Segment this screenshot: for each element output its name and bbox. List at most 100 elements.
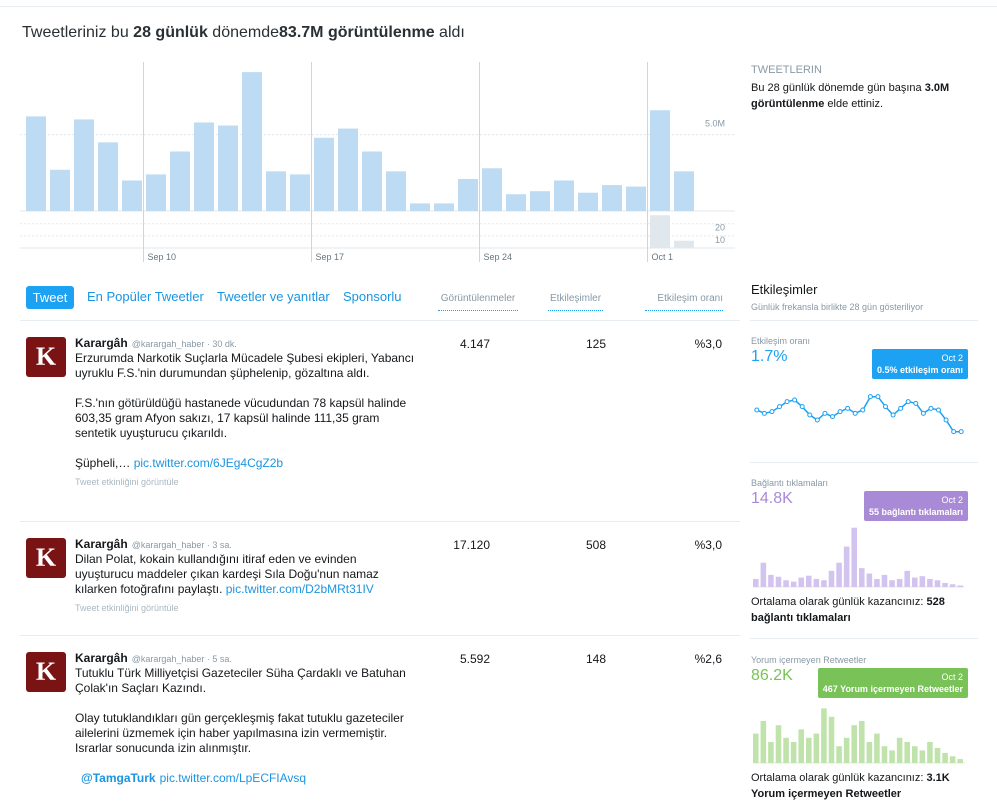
point (958, 429, 964, 435)
tweet-text: Dilan Polat, kokain kullandığını itiraf … (75, 552, 415, 616)
tweet-text: Tutuklu Türk Milliyetçisi Gazeteciler Sü… (75, 666, 415, 801)
bar (783, 580, 789, 587)
bar (836, 746, 842, 763)
bar (775, 725, 782, 763)
point (928, 405, 934, 411)
bar (458, 178, 478, 211)
bar (122, 180, 142, 211)
point (860, 407, 866, 413)
metric: 148 (585, 652, 606, 666)
bar (386, 171, 406, 211)
footer-value: 528 bağlantı tıklamaları (751, 596, 945, 624)
headline-text: Tweetleriniz bu (22, 24, 134, 41)
paragraph: Olay tutuklandıkları gün gerçekleşmiş fa… (75, 711, 415, 756)
summary-text: elde ettiniz. (824, 98, 884, 110)
metric: 17.120 (453, 538, 490, 552)
bar (768, 574, 774, 587)
bar (783, 737, 789, 763)
point (875, 394, 881, 400)
tab[interactable]: En Popüler Tweetler (87, 289, 204, 304)
bar (821, 580, 827, 587)
bar (26, 116, 46, 211)
card-footer: Ortalama olarak günlük kazancınız: 528 b… (751, 594, 981, 626)
tab[interactable]: Sponsorlu (343, 289, 402, 304)
paragraph: Erzurumda Narkotik Suçlarla Mücadele Şub… (75, 351, 415, 381)
tooltip-date: Oct 2 (941, 495, 963, 505)
tab-active[interactable]: Tweet (26, 286, 74, 309)
paragraph: Dilan Polat, kokain kullandığını itiraf … (75, 552, 415, 597)
tab[interactable]: Tweetler ve yanıtlar (217, 289, 330, 304)
headline-text: dönemde (207, 24, 280, 41)
bar (170, 151, 190, 211)
bar (927, 742, 933, 763)
row-separator (20, 635, 740, 636)
link[interactable]: pic.twitter.com/LpECFIAvsq (159, 771, 307, 785)
bar (896, 737, 903, 763)
bar (768, 742, 774, 763)
link[interactable]: pic.twitter.com/D2bMRt31IV (225, 582, 374, 596)
engagements-subtitle: Günlük frekansla birlikte 28 gün gösteri… (751, 302, 924, 312)
bar (753, 578, 759, 587)
column-header[interactable]: Etkileşim oranı (645, 293, 723, 311)
tweet-name: Karargâh (75, 651, 128, 665)
paragraph: @TamgaTurk pic.twitter.com/LpECFIAvsq (75, 771, 415, 786)
bar (775, 576, 782, 587)
bar (828, 570, 835, 587)
row-separator (20, 320, 740, 321)
bar (626, 186, 646, 211)
tweet-header: Karargâh @karargah_haber · 5 sa. (75, 651, 232, 665)
metric: %3,0 (694, 337, 722, 351)
bar (74, 119, 94, 211)
point (822, 410, 828, 416)
tweet-name: Karargâh (75, 537, 128, 551)
summary-value: 3.0M görüntülenme (751, 82, 950, 110)
avatar: Κ (26, 652, 66, 692)
x-tick-label: Sep 10 (148, 252, 177, 262)
bar (843, 737, 850, 763)
bar (434, 203, 454, 211)
bar (919, 576, 926, 587)
card-title: Bağlantı tıklamaları (751, 478, 829, 488)
activity-link[interactable]: Tweet etkinliğini görüntüle (75, 477, 179, 487)
metric: 5.592 (459, 652, 490, 666)
bar (859, 721, 865, 763)
link[interactable]: pic.twitter.com/6JEg4CgZ2b (133, 456, 284, 470)
bar (843, 546, 850, 587)
point (761, 410, 767, 416)
paragraph-text: Erzurumda Narkotik Suçlarla Mücadele Şub… (75, 351, 415, 380)
mention[interactable]: @TamgaTurk (81, 771, 156, 785)
avatar-glyph: Κ (35, 342, 57, 371)
column-header[interactable]: Etkileşimler (548, 293, 603, 311)
bar (942, 752, 948, 763)
point (799, 404, 805, 410)
tooltip: Oct 2 467 Yorum içermeyen Retweetler (817, 668, 968, 698)
tweet-text: Erzurumda Narkotik Suçlarla Mücadele Şub… (75, 351, 415, 490)
bar (290, 174, 310, 211)
avatar-glyph: Κ (35, 657, 57, 686)
point (754, 407, 760, 413)
bar (813, 733, 820, 763)
x-tick-label: Sep 17 (316, 252, 345, 262)
point (792, 397, 798, 403)
bar (760, 562, 767, 587)
metric: %3,0 (694, 538, 722, 552)
headline-impressions: 83.7M görüntülenme (279, 24, 435, 41)
activity-link[interactable]: Tweet etkinliğini görüntüle (75, 603, 179, 613)
card-title: Etkileşim oranı (751, 336, 811, 346)
tweet-header: Karargâh @karargah_haber · 3 sa. (75, 537, 232, 551)
column-header[interactable]: Görüntülenmeler (438, 293, 518, 311)
bar (866, 573, 873, 587)
bar (851, 725, 857, 763)
bar (410, 203, 430, 211)
tooltip-text: 55 bağlantı tıklamaları (868, 507, 963, 517)
avatar: Κ (26, 538, 66, 578)
bar (98, 142, 118, 211)
bar (242, 72, 262, 212)
bar (218, 125, 238, 211)
paragraph-text: Şüpheli,… (75, 456, 134, 470)
bar (949, 756, 956, 763)
separator (750, 320, 978, 321)
footer-value: 3.1K Yorum içermeyen Retweetler (751, 772, 950, 800)
bar (828, 716, 835, 763)
